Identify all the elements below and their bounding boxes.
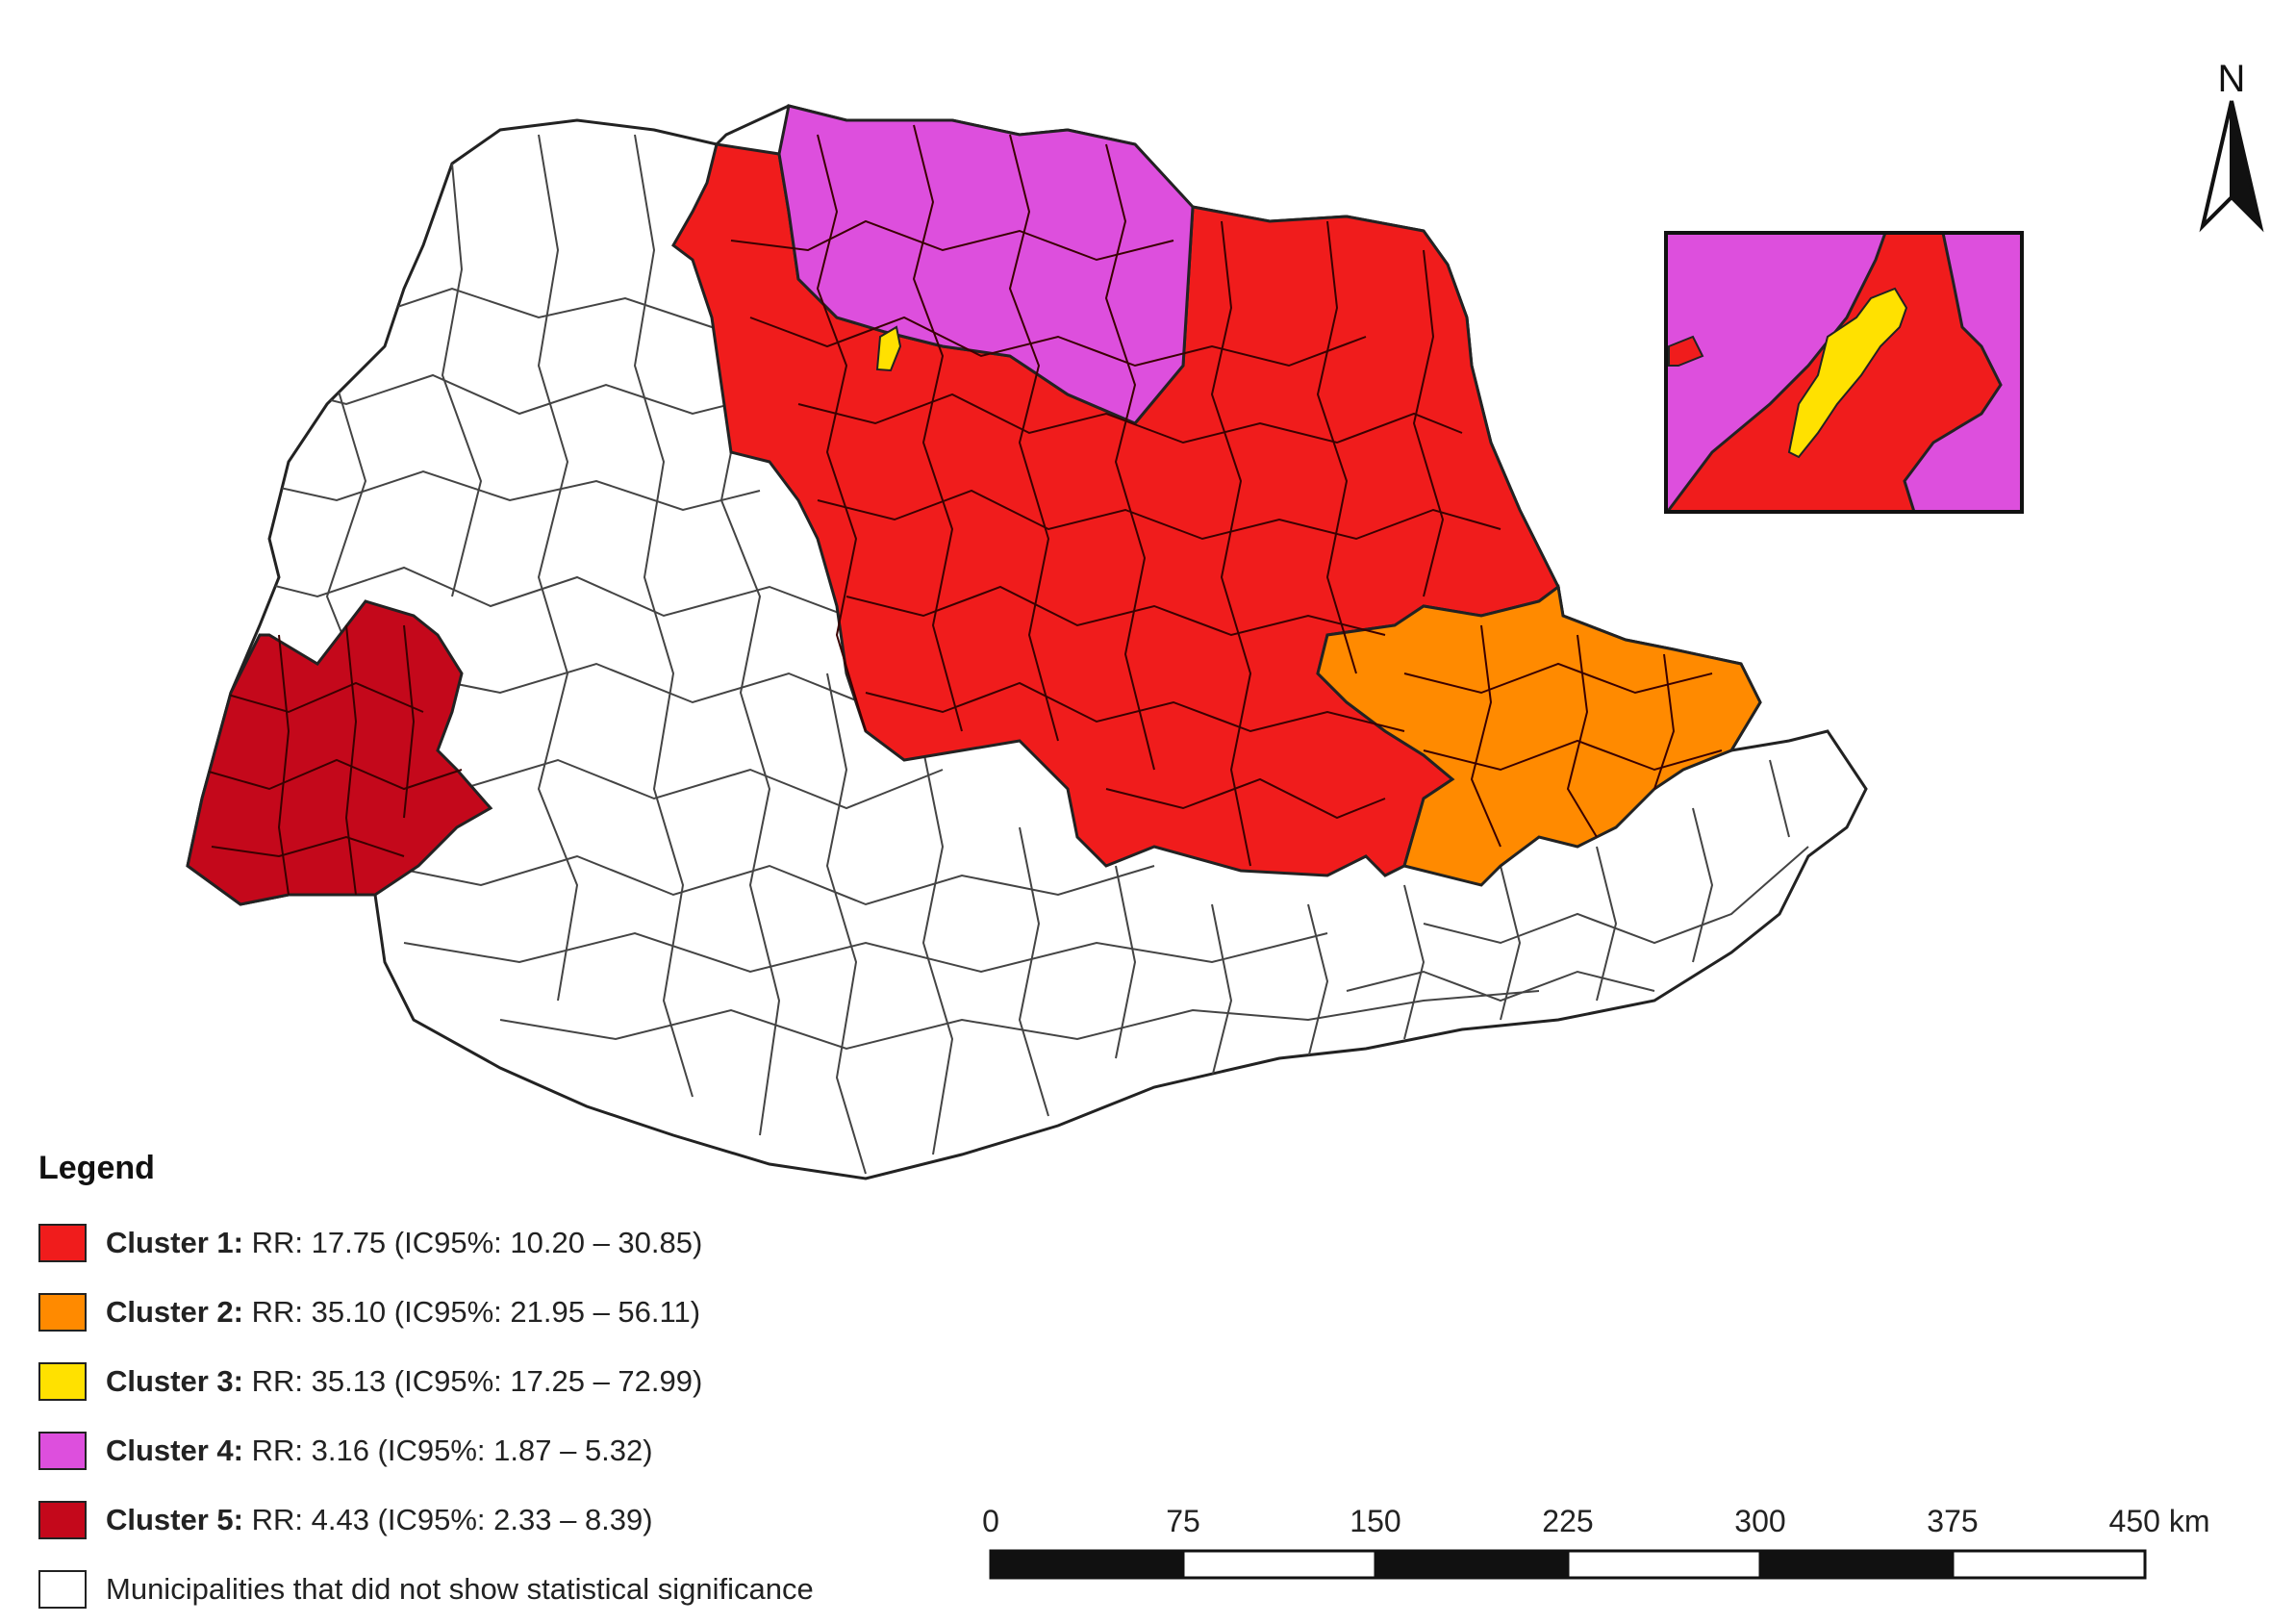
legend-swatch [38,1224,87,1262]
cluster-municipality-borders [201,124,1723,896]
cluster-4-region [777,104,1195,425]
legend-item-cluster-3: Cluster 3: RR: 35.13 (IC95%: 17.25 – 72.… [38,1347,814,1416]
legend-item-cluster-5: Cluster 5: RR: 4.43 (IC95%: 2.33 – 8.39) [38,1485,814,1555]
legend-item-cluster-1: Cluster 1: RR: 17.75 (IC95%: 10.20 – 30.… [38,1208,814,1278]
legend-item-name: Cluster 1: [106,1226,243,1259]
legend-swatch [38,1293,87,1332]
scale-tick-label: 0 [982,1504,999,1538]
legend-item-desc: RR: 35.13 (IC95%: 17.25 – 72.99) [242,1364,703,1398]
legend-swatch [38,1432,87,1470]
legend-title: Legend [38,1150,155,1186]
north-label: N [2218,58,2246,100]
scale-tick-label: 75 [1166,1504,1200,1538]
cluster-3-region [875,325,902,372]
legend: Legend Cluster 1: RR: 17.75 (IC95%: 10.2… [38,1150,814,1624]
inset-map [1664,231,2024,514]
cluster-5-region [186,599,493,906]
legend-item-cluster-2: Cluster 2: RR: 35.10 (IC95%: 21.95 – 56.… [38,1278,814,1347]
scale-tick-label: 300 [1734,1504,1785,1538]
legend-item-desc: RR: 17.75 (IC95%: 10.20 – 30.85) [242,1226,703,1259]
legend-item-desc: Municipalities that did not show statist… [106,1572,814,1606]
legend-item-name: Cluster 4: [106,1434,243,1467]
legend-item-name: Cluster 5: [106,1503,243,1536]
legend-item-name: Cluster 2: [106,1295,243,1329]
legend-item-non-significant: Municipalities that did not show statist… [38,1555,814,1624]
scale-bar: 0 75 150 225 300 375 450 km [982,1504,2210,1580]
scale-tick-label: 375 [1927,1504,1978,1538]
north-arrow-icon: N [2199,58,2264,233]
legend-swatch [38,1362,87,1401]
scale-tick-label: 450 km [2109,1504,2210,1538]
legend-swatch [38,1570,87,1609]
legend-item-desc: RR: 35.10 (IC95%: 21.95 – 56.11) [242,1295,701,1329]
legend-item-desc: RR: 3.16 (IC95%: 1.87 – 5.32) [242,1434,653,1467]
legend-item-desc: RR: 4.43 (IC95%: 2.33 – 8.39) [242,1503,653,1536]
scale-tick-label: 150 [1350,1504,1400,1538]
legend-swatch [38,1501,87,1539]
legend-item-name: Cluster 3: [106,1364,243,1398]
legend-item-cluster-4: Cluster 4: RR: 3.16 (IC95%: 1.87 – 5.32) [38,1416,814,1485]
scale-tick-label: 225 [1542,1504,1593,1538]
